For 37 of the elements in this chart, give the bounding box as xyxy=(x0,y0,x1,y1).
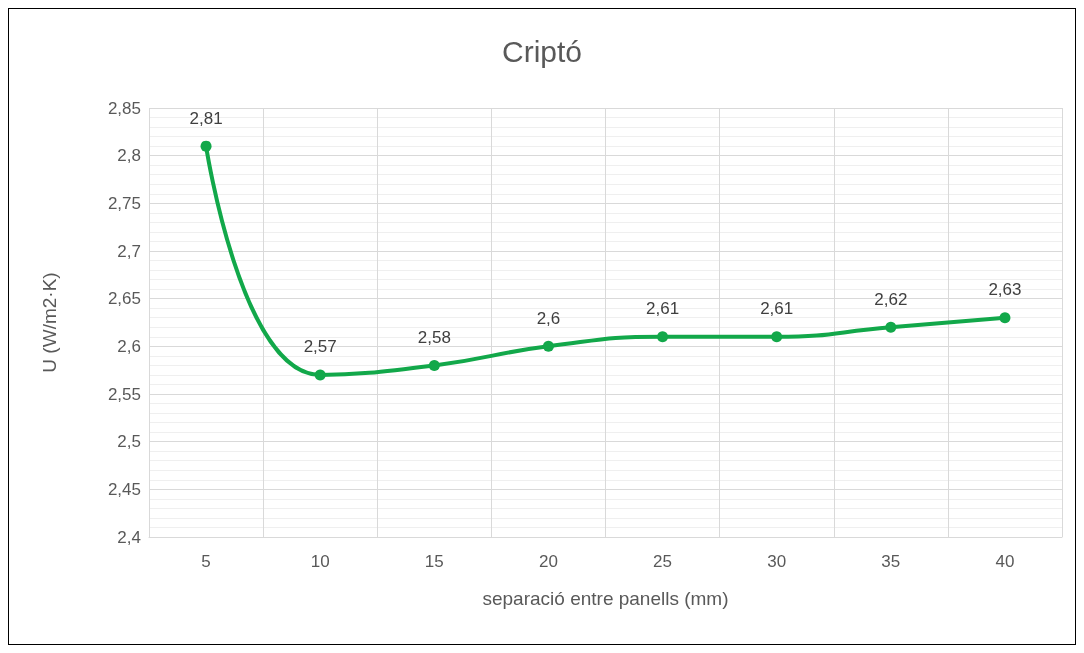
y-tick-label: 2,5 xyxy=(117,432,141,452)
x-tick-label: 10 xyxy=(310,552,330,571)
point xyxy=(771,331,783,343)
y-tick-label: 2,7 xyxy=(117,241,141,261)
x-tick-label: 15 xyxy=(424,552,444,571)
point xyxy=(314,369,326,381)
data-label: 2,61 xyxy=(646,299,680,319)
y-tick-label: 2,55 xyxy=(107,384,141,404)
point xyxy=(885,321,897,333)
data-label: 2,81 xyxy=(189,108,223,128)
data-label: 2,6 xyxy=(536,308,561,328)
y-tick-label: 2,4 xyxy=(117,527,141,547)
data-label: 2,63 xyxy=(988,280,1022,300)
point xyxy=(999,312,1011,324)
y-tick-label: 2,85 xyxy=(107,98,141,118)
point xyxy=(200,140,212,152)
data-label: 2,62 xyxy=(874,289,908,309)
x-tick-label: 35 xyxy=(881,552,901,571)
point xyxy=(542,340,554,352)
x-tick-label: 20 xyxy=(538,552,558,571)
y-tick-label: 2,65 xyxy=(107,289,141,309)
x-tick-label: 40 xyxy=(995,552,1015,571)
data-label: 2,58 xyxy=(417,327,451,347)
chart-title: Criptó xyxy=(501,34,583,68)
y-tick-label: 2,45 xyxy=(107,479,141,499)
x-axis-title: separació entre panells (mm) xyxy=(482,588,729,609)
point xyxy=(428,359,440,371)
data-label: 2,61 xyxy=(760,299,794,319)
x-tick-label: 30 xyxy=(767,552,787,571)
y-tick-label: 2,6 xyxy=(117,336,141,356)
x-tick-label: 25 xyxy=(653,552,673,571)
data-label: 2,57 xyxy=(303,337,337,357)
point xyxy=(657,331,669,343)
y-tick-label: 2,8 xyxy=(117,146,141,166)
y-axis-title: U (W/m2·K) xyxy=(39,272,60,373)
y-tick-label: 2,75 xyxy=(107,193,141,213)
x-tick-label: 5 xyxy=(201,552,211,571)
